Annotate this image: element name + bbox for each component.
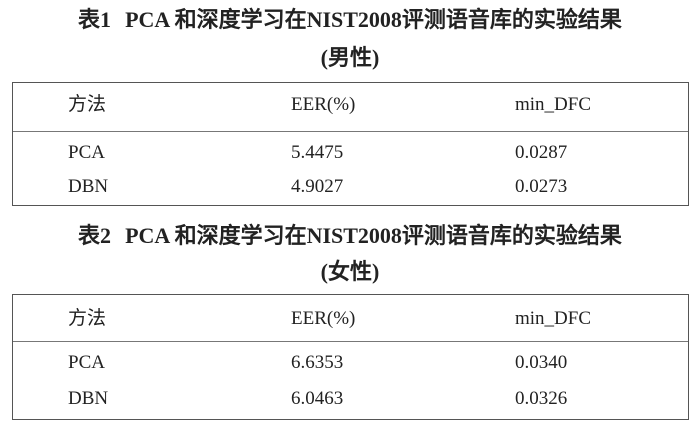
table-cell: 4.9027 — [291, 176, 344, 197]
table-subtitle: (男性) — [320, 45, 380, 70]
table-title-text: PCA 和深度学习在NIST2008评测语音库的实验结果 — [125, 7, 622, 32]
table: 方法 EER(%) min_DFC PCA 5.4475 0.0287 DBN 4.9027 0… — [12, 82, 689, 206]
table-subtitle: (女性) — [320, 259, 380, 284]
table-title-text: PCA 和深度学习在NIST2008评测语音库的实验结果 — [125, 223, 622, 248]
table-cell: 0.0326 — [515, 388, 568, 409]
header-cell: 方法 — [68, 94, 107, 115]
table-cell: DBN — [68, 388, 109, 409]
header-cell: min_DFC — [515, 308, 592, 329]
table-cell: 5.4475 — [291, 142, 344, 163]
table-cell: PCA — [68, 142, 105, 163]
table-cell: PCA — [68, 352, 105, 373]
table-title: 表2 PCA 和深度学习在NIST2008评测语音库的实验结果 — [0, 222, 700, 250]
table-title: 表1 PCA 和深度学习在NIST2008评测语音库的实验结果 — [0, 6, 700, 34]
header-cell: min_DFC — [515, 94, 592, 115]
header-cell: 方法 — [68, 308, 107, 329]
header-separator — [13, 131, 688, 132]
header-cell: EER(%) — [291, 94, 356, 115]
table-cell: 6.6353 — [291, 352, 344, 373]
table-cell: DBN — [68, 176, 109, 197]
table-cell: 0.0340 — [515, 352, 568, 373]
table-cell: 6.0463 — [291, 388, 344, 409]
table-cell: 0.0273 — [515, 176, 568, 197]
table-cell: 0.0287 — [515, 142, 568, 163]
table: 方法 EER(%) min_DFC PCA 6.6353 0.0340 DBN 6.0463 0… — [12, 294, 689, 420]
table-label: 表2 — [78, 223, 112, 248]
table-label: 表1 — [78, 7, 112, 32]
header-cell: EER(%) — [291, 308, 356, 329]
header-separator — [13, 341, 688, 342]
